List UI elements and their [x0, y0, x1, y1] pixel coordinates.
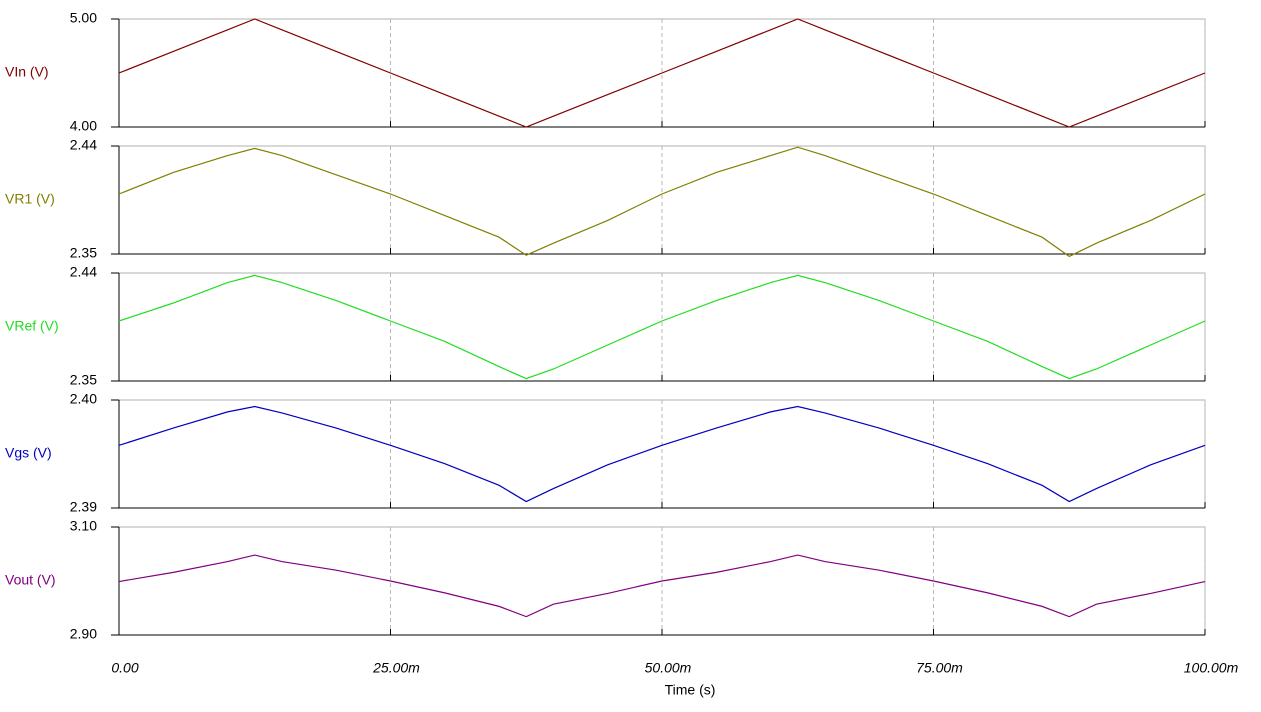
x-tick-label: 25.00m — [372, 660, 420, 676]
y-tick-label: 2.39 — [70, 499, 97, 515]
x-tick-label: 0.00 — [111, 660, 138, 676]
y-tick-label: 2.44 — [70, 264, 97, 280]
y-axis-title: VR1 (V) — [5, 191, 55, 207]
series-line — [118, 18, 1206, 128]
y-tick-label: 2.35 — [70, 372, 97, 388]
x-tick-label: 75.00m — [916, 660, 963, 676]
series-line — [118, 405, 1206, 503]
y-tick-label: 2.44 — [70, 137, 97, 153]
x-tick-label: 50.00m — [645, 660, 692, 676]
series-line — [118, 274, 1206, 380]
y-tick-label: 2.90 — [70, 626, 97, 642]
series-line — [118, 146, 1206, 258]
y-axis-title: VIn (V) — [5, 64, 49, 80]
y-tick-label: 2.40 — [70, 391, 97, 407]
x-tick-label: 100.00m — [1184, 660, 1239, 676]
y-tick-label: 4.00 — [70, 118, 97, 134]
y-tick-label: 2.35 — [70, 245, 97, 261]
y-axis-title: VRef (V) — [5, 318, 59, 334]
y-tick-label: 5.00 — [70, 10, 97, 26]
y-tick-label: 3.10 — [70, 518, 97, 534]
x-axis-title: Time (s) — [665, 682, 716, 698]
y-axis-title: Vgs (V) — [5, 445, 52, 461]
y-axis-title: Vout (V) — [5, 572, 56, 588]
series-line — [118, 554, 1206, 618]
